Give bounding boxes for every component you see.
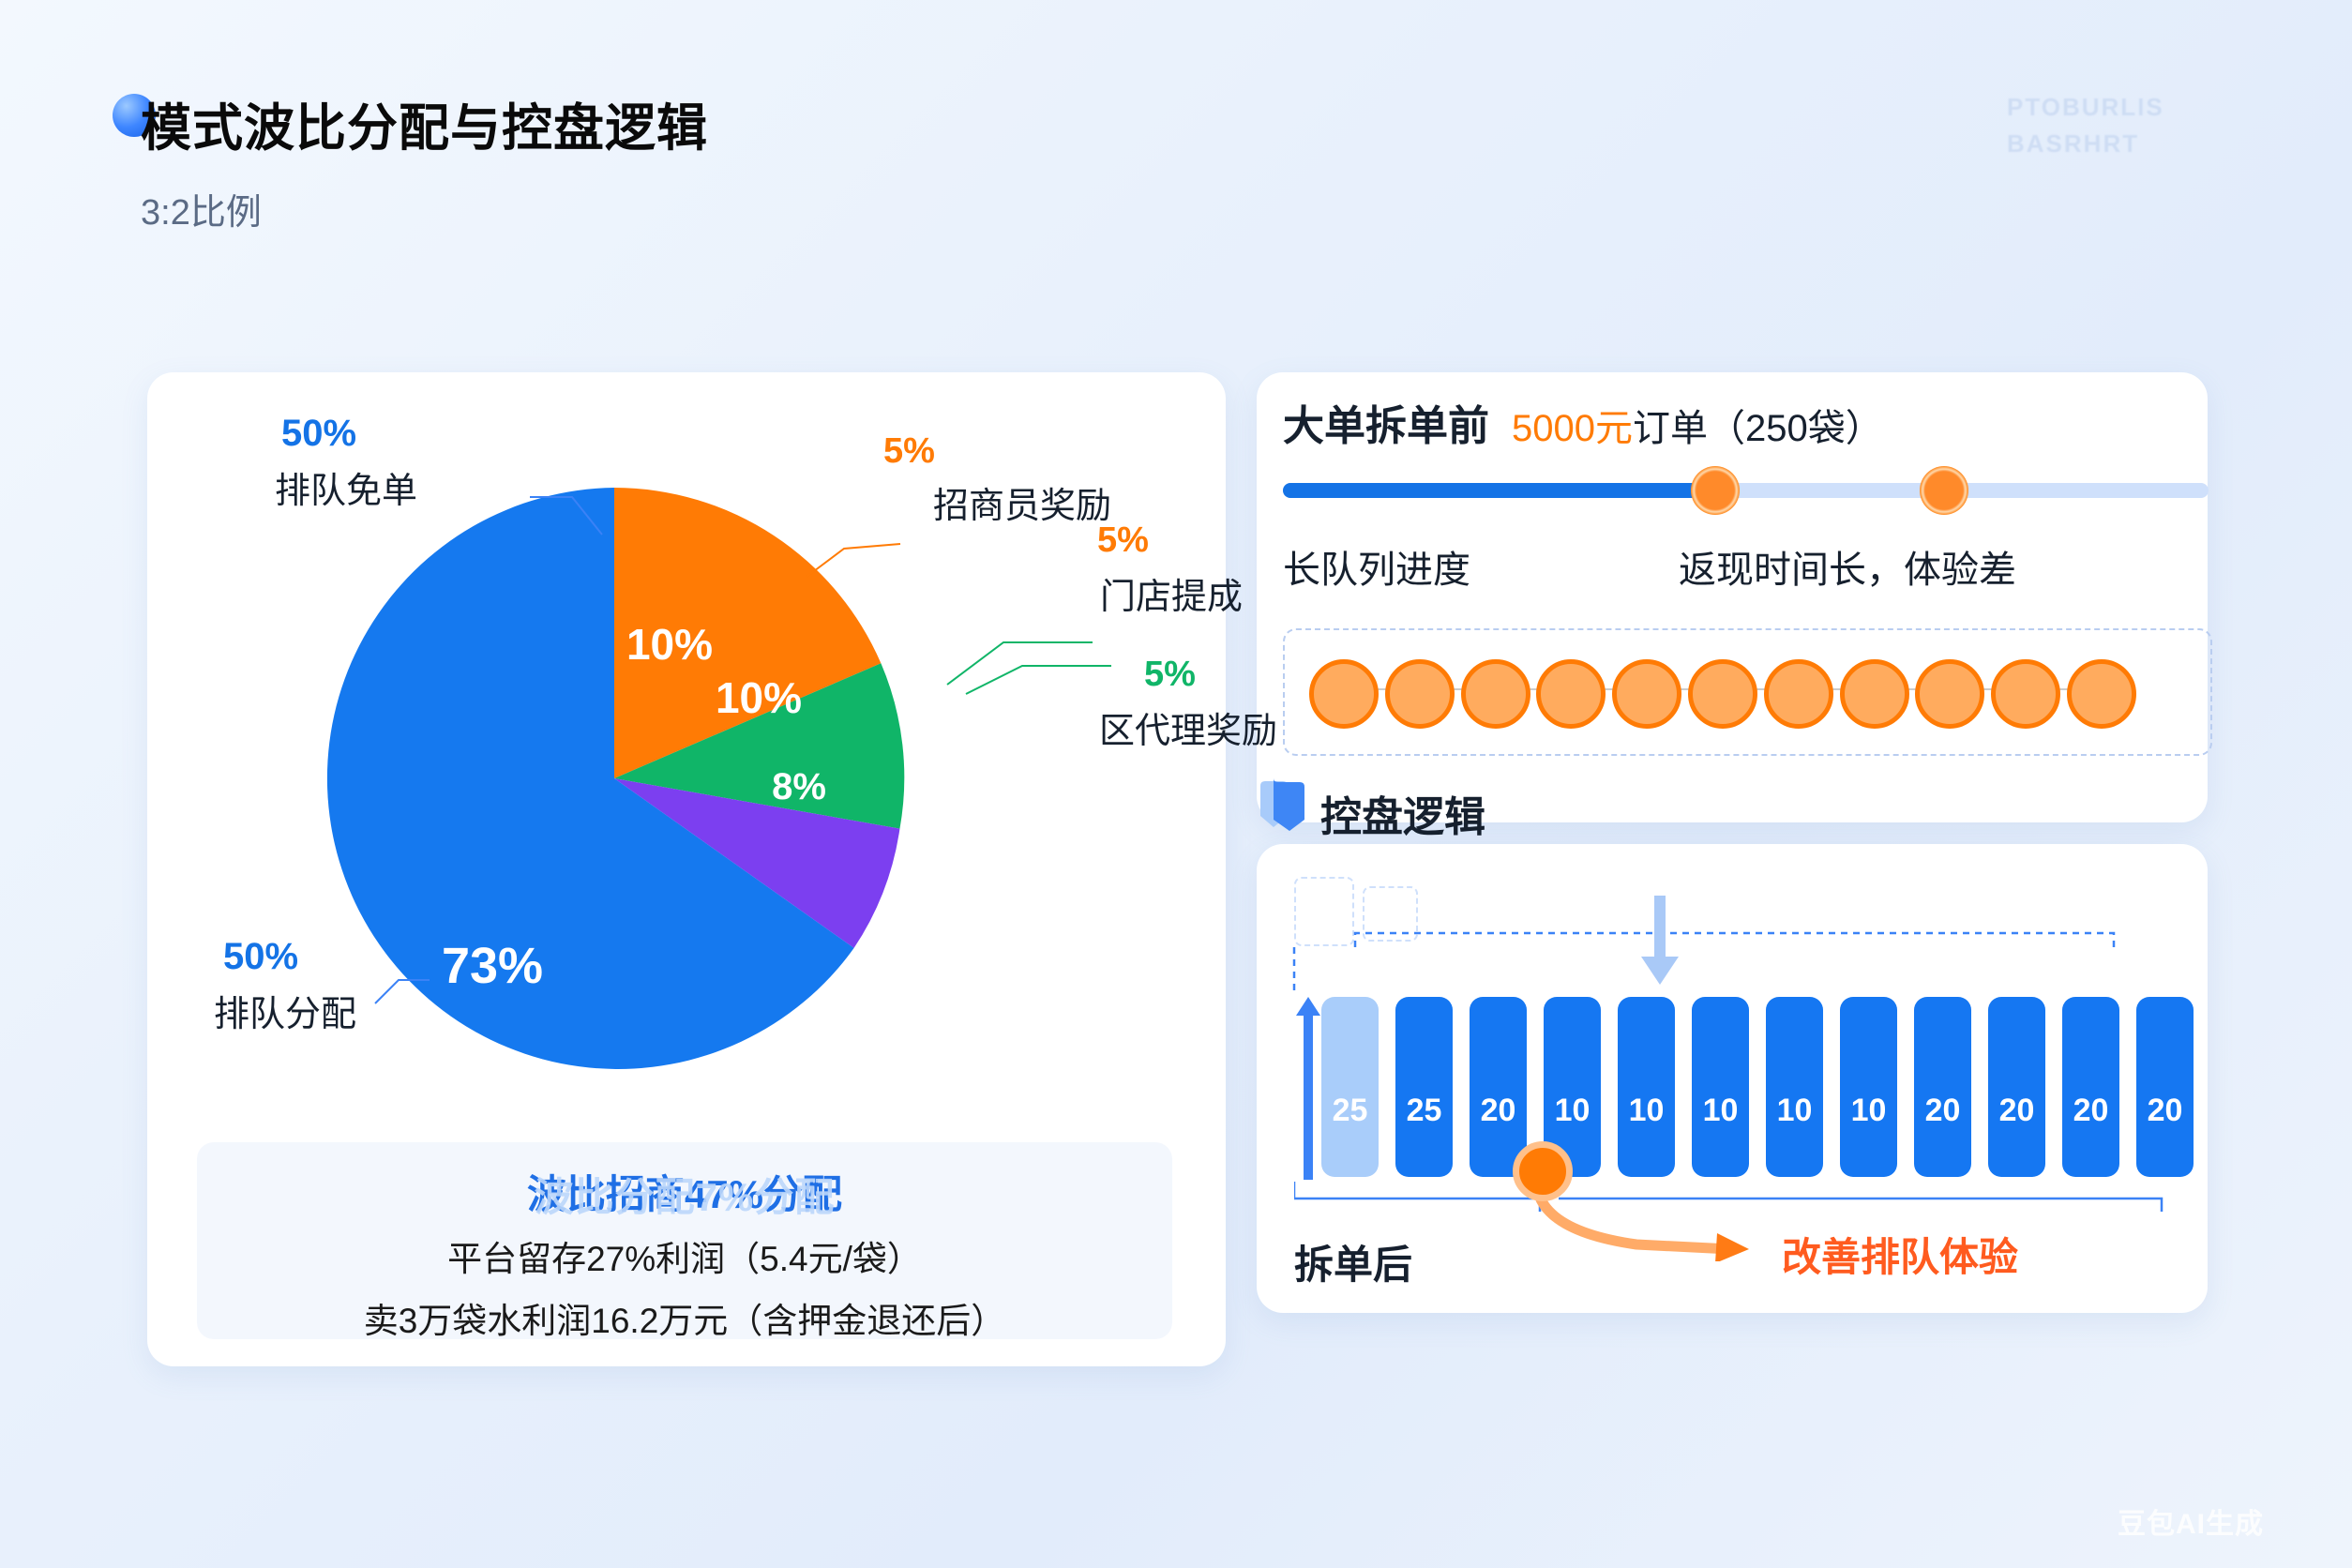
svg-text:10%: 10% bbox=[626, 620, 713, 669]
svg-text:73%: 73% bbox=[442, 938, 543, 994]
svg-text:10%: 10% bbox=[716, 673, 802, 722]
svg-text:8%: 8% bbox=[772, 766, 826, 807]
